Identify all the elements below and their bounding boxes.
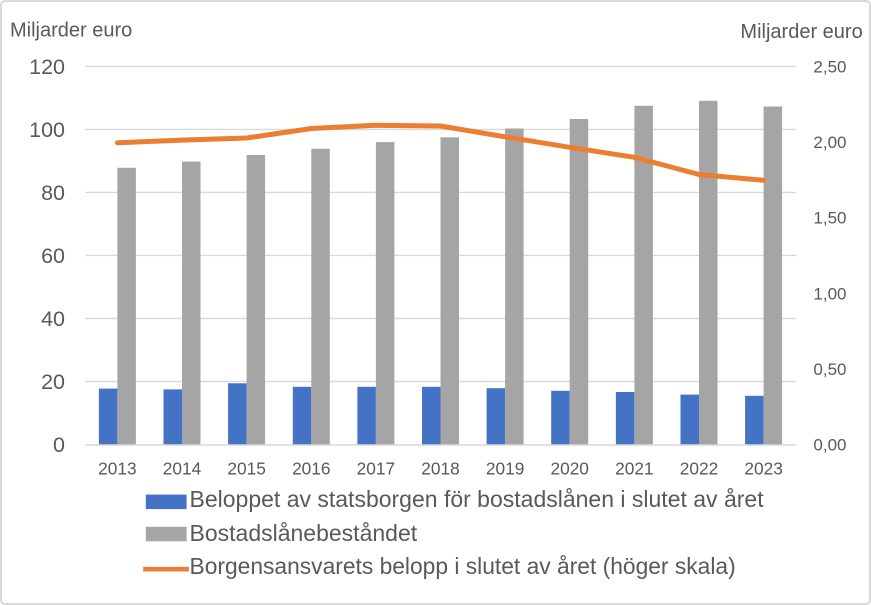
svg-text:1,00: 1,00 bbox=[813, 284, 846, 303]
svg-text:Miljarder euro: Miljarder euro bbox=[10, 20, 132, 42]
svg-text:0: 0 bbox=[53, 433, 65, 457]
svg-text:0,50: 0,50 bbox=[813, 360, 846, 379]
svg-text:80: 80 bbox=[41, 181, 65, 205]
svg-text:2013: 2013 bbox=[98, 459, 136, 479]
svg-text:120: 120 bbox=[29, 55, 65, 79]
svg-text:2015: 2015 bbox=[227, 459, 265, 479]
svg-text:100: 100 bbox=[29, 118, 65, 142]
svg-text:2017: 2017 bbox=[357, 459, 395, 479]
svg-text:2023: 2023 bbox=[744, 459, 782, 479]
svg-text:2016: 2016 bbox=[292, 459, 330, 479]
svg-text:60: 60 bbox=[41, 244, 65, 268]
svg-text:Miljarder euro: Miljarder euro bbox=[740, 21, 862, 43]
svg-text:2014: 2014 bbox=[163, 459, 202, 479]
svg-text:Borgensansvarets belopp i slut: Borgensansvarets belopp i slutet av året… bbox=[190, 553, 736, 579]
svg-text:Beloppet av statsborgen för bo: Beloppet av statsborgen för bostadslånen… bbox=[190, 486, 765, 512]
svg-text:20: 20 bbox=[41, 370, 65, 394]
svg-text:40: 40 bbox=[41, 307, 65, 331]
svg-text:2022: 2022 bbox=[680, 459, 718, 479]
svg-text:Bostadslånebeståndet: Bostadslånebeståndet bbox=[190, 520, 418, 546]
svg-text:2018: 2018 bbox=[421, 459, 459, 479]
svg-text:2020: 2020 bbox=[550, 459, 588, 479]
svg-text:0,00: 0,00 bbox=[813, 436, 846, 455]
svg-text:2019: 2019 bbox=[486, 459, 524, 479]
svg-text:1,50: 1,50 bbox=[813, 209, 846, 228]
svg-text:2021: 2021 bbox=[615, 459, 653, 479]
svg-text:2,50: 2,50 bbox=[813, 57, 846, 76]
svg-text:2,00: 2,00 bbox=[813, 133, 846, 152]
